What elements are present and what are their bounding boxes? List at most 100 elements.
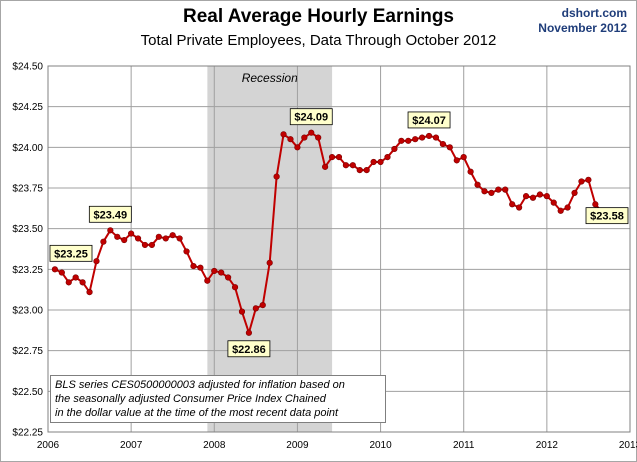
- data-point: [419, 134, 426, 141]
- x-tick-label: 2010: [369, 440, 392, 451]
- data-point: [425, 132, 433, 140]
- data-point: [107, 227, 114, 234]
- annotation-label: $22.86: [232, 344, 266, 356]
- annotation-label: $24.09: [294, 112, 328, 124]
- data-point: [384, 153, 391, 161]
- annotation-box: [49, 244, 93, 262]
- data-point: [259, 302, 266, 309]
- data-point: [197, 264, 204, 271]
- data-point: [481, 188, 488, 195]
- y-tick-label: $22.50: [12, 387, 43, 398]
- data-point: [93, 258, 100, 265]
- annotation-box: [88, 205, 132, 223]
- annotation-label: $23.49: [94, 209, 128, 221]
- data-point: [287, 136, 294, 143]
- data-point: [79, 279, 86, 286]
- data-point: [266, 259, 273, 266]
- data-point: [114, 233, 121, 240]
- data-point: [176, 235, 183, 242]
- y-tick-label: $23.25: [12, 265, 43, 276]
- data-point: [564, 204, 571, 211]
- data-point: [363, 167, 370, 174]
- y-tick-label: $23.75: [12, 184, 43, 195]
- data-point: [169, 232, 176, 239]
- y-tick-label: $24.50: [12, 62, 43, 73]
- data-point: [100, 238, 107, 245]
- x-tick-label: 2007: [120, 440, 143, 451]
- data-point: [467, 168, 474, 175]
- data-point: [377, 158, 384, 166]
- y-tick-label: $24.25: [12, 102, 43, 113]
- data-point: [474, 181, 481, 188]
- x-tick-label: 2009: [286, 440, 309, 451]
- data-point: [134, 235, 142, 242]
- x-tick-label: 2008: [203, 440, 226, 451]
- x-tick-label: 2012: [536, 440, 559, 451]
- data-point: [190, 262, 197, 270]
- data-point: [398, 137, 405, 144]
- annotation-label: $24.07: [412, 115, 446, 127]
- note-line-1: BLS series CES0500000003 adjusted for in…: [55, 379, 345, 391]
- data-point: [65, 279, 72, 286]
- data-point: [446, 144, 453, 151]
- data-point: [550, 199, 557, 206]
- recession-label: Recession: [242, 71, 298, 85]
- methodology-note: BLS series CES0500000003 adjusted for in…: [50, 375, 386, 423]
- data-point: [412, 136, 419, 143]
- data-point: [557, 207, 564, 214]
- note-line-2: the seasonally adjusted Consumer Price I…: [55, 393, 326, 405]
- data-point: [592, 201, 599, 208]
- data-point: [516, 204, 523, 211]
- annotation-box: [407, 111, 451, 129]
- y-tick-label: $22.25: [12, 428, 43, 439]
- y-tick-label: $22.75: [12, 346, 43, 357]
- data-point: [370, 158, 377, 166]
- data-point: [315, 134, 322, 141]
- data-point: [349, 162, 356, 169]
- data-point: [439, 140, 447, 148]
- data-point: [322, 163, 329, 170]
- data-point: [141, 241, 149, 249]
- chart-title: Real Average Hourly Earnings: [182, 6, 455, 27]
- data-point: [58, 269, 65, 276]
- data-point: [225, 274, 232, 281]
- data-point: [495, 186, 502, 193]
- data-point: [391, 145, 398, 153]
- data-point: [280, 131, 287, 138]
- source-credit: dshort.com November 2012: [538, 6, 627, 36]
- data-point: [522, 193, 530, 200]
- data-point: [571, 189, 578, 196]
- x-tick-label: 2011: [453, 440, 475, 451]
- data-point: [460, 153, 467, 161]
- annotation-box: [227, 340, 271, 358]
- data-point: [301, 134, 308, 141]
- data-point: [536, 191, 544, 198]
- data-point: [502, 186, 509, 193]
- x-tick-label: 2006: [37, 440, 60, 451]
- data-point: [231, 284, 239, 291]
- series-line: [54, 131, 617, 334]
- data-point: [578, 178, 585, 185]
- data-point: [405, 137, 412, 144]
- data-point: [585, 176, 592, 183]
- recession-band: [207, 66, 333, 432]
- data-point: [294, 144, 301, 151]
- data-point: [509, 201, 516, 208]
- y-tick-label: $24.00: [12, 143, 43, 154]
- data-point: [155, 233, 162, 240]
- data-point: [252, 305, 259, 312]
- data-point: [204, 277, 211, 284]
- data-point: [488, 189, 495, 196]
- data-point: [238, 308, 246, 315]
- data-point: [72, 274, 79, 281]
- data-point: [183, 248, 190, 255]
- plot-border: [47, 65, 631, 433]
- annotation-label: $23.58: [590, 211, 624, 223]
- plot-area: [48, 66, 630, 432]
- data-point: [218, 269, 225, 276]
- data-point: [162, 235, 169, 242]
- x-tick-label: 2013: [619, 440, 637, 451]
- annotation-label: $23.25: [54, 248, 88, 260]
- data-point: [273, 173, 280, 180]
